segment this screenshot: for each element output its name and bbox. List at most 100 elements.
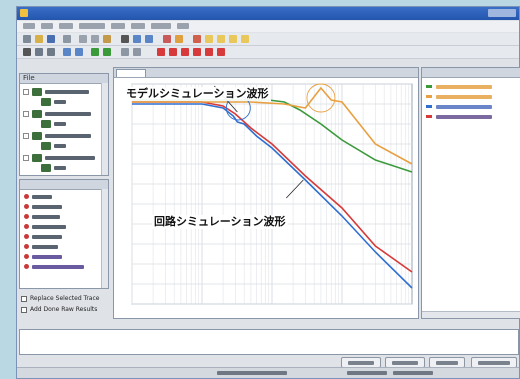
expand-icon[interactable] xyxy=(23,133,29,139)
print-icon[interactable] xyxy=(63,35,71,43)
menu-file[interactable] xyxy=(23,23,35,29)
tree-item[interactable] xyxy=(23,120,105,128)
waveform-node-icon xyxy=(41,120,51,128)
window-controls[interactable] xyxy=(488,9,516,17)
menu-waveform[interactable] xyxy=(79,23,105,29)
title-bar xyxy=(17,7,519,20)
axis-icon[interactable] xyxy=(121,48,129,56)
chart-panel xyxy=(113,67,419,319)
grid-icon[interactable] xyxy=(205,35,213,43)
menu-bar xyxy=(17,21,519,32)
legend-scrollbar[interactable] xyxy=(422,311,520,318)
signal-dot-icon xyxy=(24,264,29,269)
fit-icon[interactable] xyxy=(47,48,55,56)
signal-list-scrollbar[interactable] xyxy=(101,189,108,288)
model-callout-ring-2 xyxy=(306,83,336,113)
select-icon[interactable] xyxy=(23,48,31,56)
menu-window[interactable] xyxy=(151,23,171,29)
file-tree-panel: File xyxy=(19,73,109,176)
tree-item[interactable] xyxy=(23,132,105,140)
trace-icon[interactable] xyxy=(91,48,99,56)
circuit-callout: 回路シミュレーション波形 xyxy=(152,215,288,229)
add-results-checkbox[interactable] xyxy=(21,307,27,313)
log-scale-icon[interactable] xyxy=(133,48,141,56)
folder-icon xyxy=(32,154,42,162)
signal-dot-icon xyxy=(24,214,29,219)
fft-icon[interactable] xyxy=(205,48,213,56)
file-tree-scrollbar[interactable] xyxy=(101,83,108,175)
folder-icon xyxy=(32,110,42,118)
add-results-label: Add Done Raw Results xyxy=(30,306,98,313)
legend-swatch-orange xyxy=(426,95,432,98)
menu-chart[interactable] xyxy=(131,23,145,29)
replace-trace-checkbox[interactable] xyxy=(21,296,27,302)
open-icon[interactable] xyxy=(35,35,43,43)
folder-icon xyxy=(32,88,42,96)
file-panel-header: File xyxy=(20,74,108,84)
tree-item[interactable] xyxy=(23,154,105,162)
menu-edit[interactable] xyxy=(41,23,53,29)
tree-item[interactable] xyxy=(23,164,105,172)
replace-trace-label: Replace Selected Trace xyxy=(30,295,100,302)
pin-icon[interactable] xyxy=(217,35,225,43)
pan-icon[interactable] xyxy=(35,48,43,56)
tree-item[interactable] xyxy=(23,98,105,106)
calc-icon[interactable] xyxy=(193,48,201,56)
measure-icon[interactable] xyxy=(163,35,171,43)
tree-item[interactable] xyxy=(23,88,105,96)
waveform-viewer-window: File xyxy=(16,6,520,379)
status-position xyxy=(347,371,387,375)
zoom-out-icon[interactable] xyxy=(145,35,153,43)
signal-dot-icon xyxy=(24,254,29,259)
export-icon[interactable] xyxy=(181,48,189,56)
bookmark-icon[interactable] xyxy=(241,35,249,43)
menu-help[interactable] xyxy=(177,23,189,29)
model-callout: モデルシミュレーション波形 xyxy=(124,87,271,101)
overlay-icon[interactable] xyxy=(103,48,111,56)
signal-dot-icon xyxy=(24,224,29,229)
copy-icon[interactable] xyxy=(91,35,99,43)
bode-plot[interactable] xyxy=(114,78,418,318)
lock-icon[interactable] xyxy=(229,35,237,43)
legend-icon[interactable] xyxy=(169,48,177,56)
legend-swatch-red xyxy=(426,115,432,118)
step-forward-icon[interactable] xyxy=(75,48,83,56)
report-icon[interactable] xyxy=(217,48,225,56)
new-icon[interactable] xyxy=(23,35,31,43)
cursor-icon[interactable] xyxy=(121,35,129,43)
expand-icon[interactable] xyxy=(23,155,29,161)
legend-header xyxy=(422,68,520,78)
signal-list-panel xyxy=(19,179,109,289)
status-selection xyxy=(217,371,287,375)
status-time xyxy=(393,371,433,375)
folder-icon xyxy=(32,132,42,140)
signal-panel-header xyxy=(20,180,108,190)
app-icon xyxy=(20,9,28,17)
step-back-icon[interactable] xyxy=(63,48,71,56)
marker-icon[interactable] xyxy=(175,35,183,43)
paste-icon[interactable] xyxy=(103,35,111,43)
signal-dot-icon xyxy=(24,194,29,199)
legend-swatch-green xyxy=(426,85,432,88)
circuit-callout-leader xyxy=(285,179,304,199)
chart-tab-bar xyxy=(114,68,418,78)
signal-dot-icon xyxy=(24,234,29,239)
menu-view[interactable] xyxy=(59,23,73,29)
status-bar xyxy=(17,367,519,378)
signal-dot-icon xyxy=(24,244,29,249)
waveform-node-icon xyxy=(41,98,51,106)
expand-icon[interactable] xyxy=(23,111,29,117)
save-icon[interactable] xyxy=(47,35,55,43)
signal-dot-icon xyxy=(24,204,29,209)
expand-icon[interactable] xyxy=(23,89,29,95)
bar-chart-icon[interactable] xyxy=(193,35,201,43)
chart-tab[interactable] xyxy=(116,69,146,77)
cut-icon[interactable] xyxy=(79,35,87,43)
color-icon[interactable] xyxy=(157,48,165,56)
tree-item[interactable] xyxy=(23,110,105,118)
waveform-node-icon xyxy=(41,142,51,150)
zoom-in-icon[interactable] xyxy=(133,35,141,43)
tree-item[interactable] xyxy=(23,142,105,150)
menu-tools[interactable] xyxy=(111,23,125,29)
toolbar-bottom xyxy=(17,46,519,59)
